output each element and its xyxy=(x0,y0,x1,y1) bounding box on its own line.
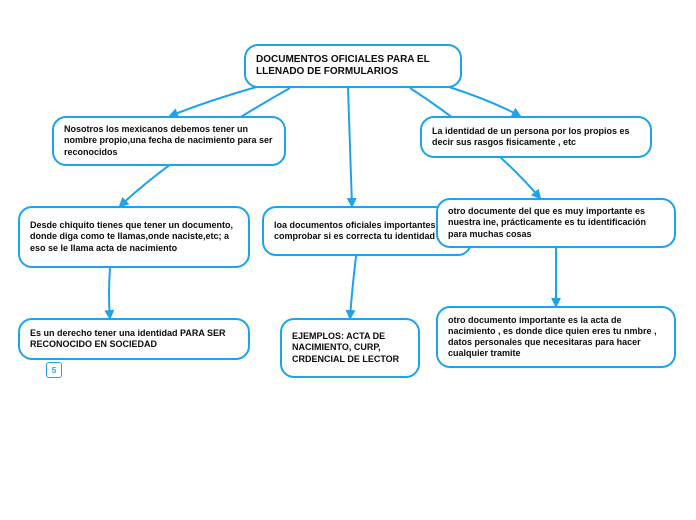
node-ine[interactable]: otro documente del que es muy importante… xyxy=(436,198,676,248)
node-acta-nacimiento[interactable]: Desde chiquito tienes que tener un docum… xyxy=(18,206,250,268)
node-text: La identidad de un persona por los propi… xyxy=(432,126,640,149)
node-text: otro documente del que es muy importante… xyxy=(448,206,664,240)
node-derecho-identidad[interactable]: Es un derecho tener una identidad PARA S… xyxy=(18,318,250,360)
node-text: Es un derecho tener una identidad PARA S… xyxy=(30,328,238,351)
node-ejemplos[interactable]: EJEMPLOS: ACTA DE NACIMIENTO, CURP, CRDE… xyxy=(280,318,420,378)
child-count-badge[interactable]: 5 xyxy=(46,362,62,378)
root-text: DOCUMENTOS OFICIALES PARA EL LLENADO DE … xyxy=(256,54,450,79)
root-node[interactable]: DOCUMENTOS OFICIALES PARA EL LLENADO DE … xyxy=(244,44,462,88)
node-mexicanos[interactable]: Nosotros los mexicanos debemos tener un … xyxy=(52,116,286,166)
node-text: otro documento importante es la acta de … xyxy=(448,315,664,360)
node-text: loa documentos oficiales importantes par… xyxy=(274,220,460,243)
node-identidad-persona[interactable]: La identidad de un persona por los propi… xyxy=(420,116,652,158)
mindmap-canvas: DOCUMENTOS OFICIALES PARA EL LLENADO DE … xyxy=(0,0,696,520)
node-acta-importante[interactable]: otro documento importante es la acta de … xyxy=(436,306,676,368)
badge-text: 5 xyxy=(52,366,56,375)
node-text: Desde chiquito tienes que tener un docum… xyxy=(30,220,238,254)
node-text: EJEMPLOS: ACTA DE NACIMIENTO, CURP, CRDE… xyxy=(292,331,408,365)
node-text: Nosotros los mexicanos debemos tener un … xyxy=(64,124,274,158)
